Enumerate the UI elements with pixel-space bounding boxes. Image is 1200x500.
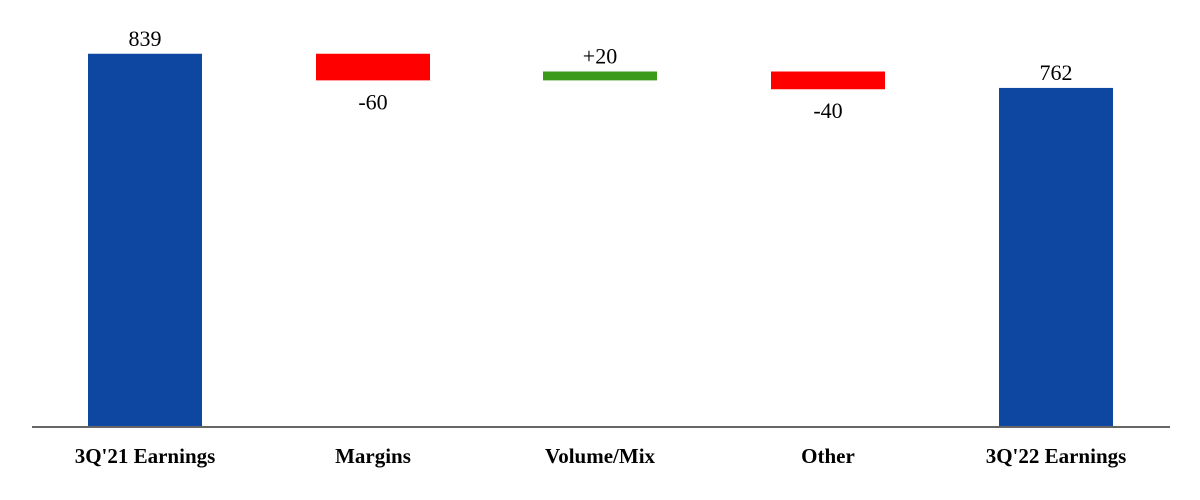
bar-3q-22-earnings — [999, 87, 1113, 427]
value-label-volume-mix: +20 — [583, 44, 617, 69]
value-labels-layer: 839 -60 +20 -40 762 — [129, 26, 1073, 123]
value-label-other: -40 — [813, 98, 842, 123]
value-label-margins: -60 — [358, 89, 387, 114]
category-label-3q-22-earnings: 3Q'22 Earnings — [986, 444, 1127, 468]
bar-volume-mix — [543, 71, 657, 81]
category-labels-layer: 3Q'21 Earnings Margins Volume/Mix Other 3Q'2… — [75, 444, 1127, 468]
value-label-3q-22-earnings: 762 — [1040, 60, 1073, 85]
bar-3q-21-earnings — [88, 53, 202, 426]
bar-margins — [316, 53, 430, 81]
category-label-margins: Margins — [335, 444, 411, 468]
category-label-volume-mix: Volume/Mix — [545, 444, 656, 468]
category-label-3q-21-earnings: 3Q'21 Earnings — [75, 444, 216, 468]
category-label-other: Other — [801, 444, 855, 468]
bar-other — [771, 71, 885, 90]
bars-layer — [88, 53, 1113, 427]
value-label-3q-21-earnings: 839 — [129, 26, 162, 51]
